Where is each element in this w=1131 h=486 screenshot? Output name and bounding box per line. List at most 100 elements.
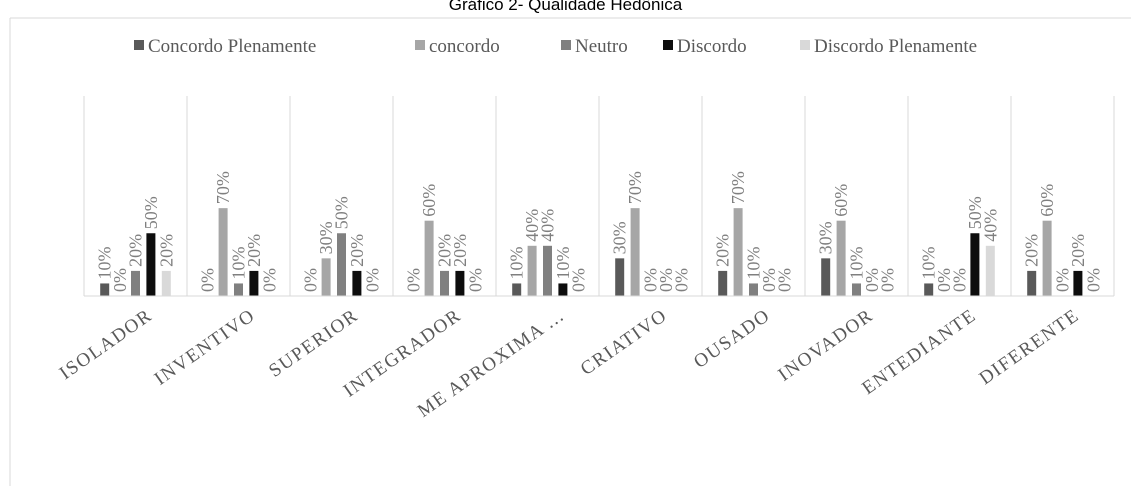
data-label: 0% xyxy=(198,268,218,292)
legend-swatch xyxy=(561,40,571,50)
bar xyxy=(218,208,228,296)
data-label: 0% xyxy=(1053,268,1073,292)
data-label: 0% xyxy=(641,268,661,292)
legend-swatch xyxy=(134,40,144,50)
data-label: 0% xyxy=(877,268,897,292)
data-label: 0% xyxy=(934,268,954,292)
data-label: 0% xyxy=(759,268,779,292)
chart-title: Gráfico 2- Qualidade Hedônica xyxy=(448,0,683,14)
bar xyxy=(1073,270,1083,296)
bar xyxy=(424,220,434,296)
data-label: 60% xyxy=(831,184,851,217)
data-label: 0% xyxy=(656,268,676,292)
bar xyxy=(131,270,140,296)
legend-swatch xyxy=(800,40,810,50)
bar xyxy=(352,270,362,296)
data-label: 40% xyxy=(522,209,542,242)
data-label: 70% xyxy=(213,171,233,204)
data-label: 0% xyxy=(862,268,882,292)
bar xyxy=(543,245,552,296)
bar xyxy=(161,270,171,296)
bar xyxy=(321,258,331,296)
data-label: 60% xyxy=(419,184,439,217)
bars xyxy=(100,208,1083,296)
data-label: 0% xyxy=(110,268,130,292)
bar xyxy=(146,233,156,296)
category-separators xyxy=(83,96,1115,296)
legend-swatch xyxy=(663,40,673,50)
legend-label: Discordo Plenamente xyxy=(814,36,977,57)
legend-label: Neutro xyxy=(575,36,628,57)
data-label: 10% xyxy=(919,246,939,279)
category-label: ENTEDIANTE xyxy=(858,305,980,399)
data-label: 20% xyxy=(347,234,367,267)
category-label: OUSADO xyxy=(690,305,774,373)
category-label: INVENTIVO xyxy=(151,305,260,390)
data-label: 20% xyxy=(450,234,470,267)
bar xyxy=(718,270,728,296)
data-labels: 10%0%20%50%20%0%70%10%20%0% 0%30%50%20%0%… xyxy=(95,171,1104,292)
data-label: 10% xyxy=(95,246,115,279)
bar xyxy=(615,258,625,296)
data-label: 20% xyxy=(1068,234,1088,267)
bar xyxy=(337,233,346,296)
data-label: 50% xyxy=(141,196,161,229)
data-label: 10% xyxy=(229,246,249,279)
category-label: DIFERENTE xyxy=(976,305,1084,389)
bar xyxy=(985,245,995,296)
bar xyxy=(527,245,537,296)
bar xyxy=(821,258,831,296)
data-label: 0% xyxy=(1083,268,1103,292)
data-label: 10% xyxy=(507,246,527,279)
legend-label: concordo xyxy=(429,36,500,57)
data-label: 70% xyxy=(625,171,645,204)
data-label: 50% xyxy=(965,196,985,229)
bar xyxy=(630,208,640,296)
data-label: 70% xyxy=(728,171,748,204)
legend-label: Discordo xyxy=(677,36,747,57)
data-label: 0% xyxy=(259,268,279,292)
category-label: CRIATIVO xyxy=(577,305,672,380)
data-label: 30% xyxy=(316,221,336,254)
data-label: 0% xyxy=(301,268,321,292)
bar xyxy=(558,283,568,296)
data-label: 40% xyxy=(538,209,558,242)
data-label: 20% xyxy=(244,234,264,267)
data-label: 20% xyxy=(156,234,176,267)
data-label: 50% xyxy=(332,196,352,229)
legend: Concordo Plenamente concordo Neutro Discord… xyxy=(134,36,977,57)
bar xyxy=(455,270,465,296)
data-label: 0% xyxy=(774,268,794,292)
data-label: 0% xyxy=(465,268,485,292)
bar xyxy=(924,283,934,296)
bar xyxy=(749,283,758,296)
bar xyxy=(1042,220,1052,296)
data-label: 10% xyxy=(847,246,867,279)
data-label: 10% xyxy=(744,246,764,279)
bar xyxy=(1027,270,1037,296)
category-label: SUPERIOR xyxy=(265,305,362,382)
bar xyxy=(970,233,980,296)
legend-swatch xyxy=(415,40,425,50)
data-label: 60% xyxy=(1037,184,1057,217)
bar xyxy=(249,270,259,296)
data-label: 0% xyxy=(404,268,424,292)
category-label: INOVADOR xyxy=(774,305,877,386)
data-label: 0% xyxy=(950,268,970,292)
data-label: 30% xyxy=(610,221,630,254)
bar xyxy=(440,270,449,296)
bar xyxy=(733,208,743,296)
bar xyxy=(852,283,861,296)
data-label: 40% xyxy=(980,209,1000,242)
bar xyxy=(512,283,522,296)
data-label: 0% xyxy=(568,268,588,292)
data-label: 20% xyxy=(1022,234,1042,267)
bar xyxy=(836,220,846,296)
data-label: 20% xyxy=(435,234,455,267)
data-label: 30% xyxy=(816,221,836,254)
data-label: 20% xyxy=(126,234,146,267)
data-label: 0% xyxy=(671,268,691,292)
bar xyxy=(100,283,110,296)
